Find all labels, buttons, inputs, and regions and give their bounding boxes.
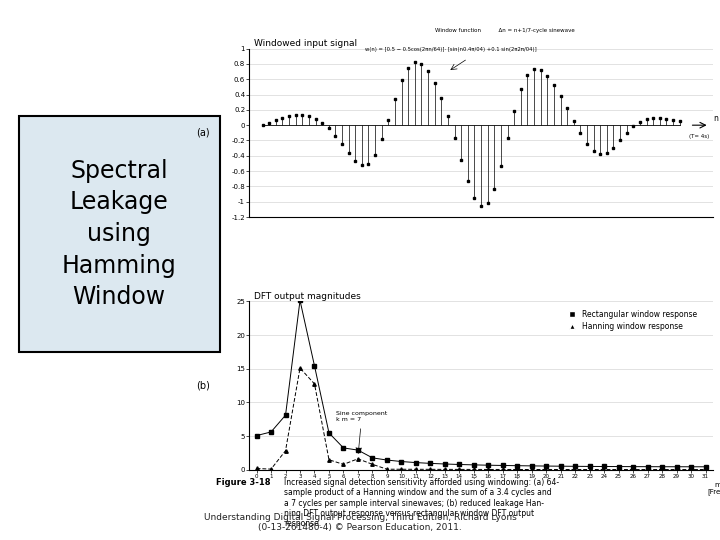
Rectangular window response	[354, 447, 362, 454]
Rectangular window response	[426, 460, 435, 467]
Hanning window response	[412, 466, 420, 472]
FancyBboxPatch shape	[19, 116, 220, 352]
Hanning window response	[542, 466, 551, 472]
Hanning window response	[585, 467, 594, 473]
Rectangular window response	[266, 429, 275, 435]
Rectangular window response	[658, 463, 667, 470]
Hanning window response	[643, 467, 652, 473]
Hanning window response	[513, 466, 521, 472]
Text: Sine component
k m = 7: Sine component k m = 7	[336, 411, 387, 422]
Rectangular window response	[585, 463, 594, 470]
Hanning window response	[600, 467, 608, 473]
Text: (b): (b)	[196, 381, 210, 390]
Rectangular window response	[513, 462, 521, 469]
Hanning window response	[557, 466, 565, 472]
Text: Windowed input signal: Windowed input signal	[254, 39, 357, 48]
Hanning window response	[266, 466, 275, 472]
Rectangular window response	[325, 430, 333, 436]
Text: DFT output magnitudes: DFT output magnitudes	[254, 292, 361, 301]
Text: (a): (a)	[196, 128, 210, 138]
Rectangular window response	[498, 462, 507, 469]
Rectangular window response	[643, 463, 652, 470]
Legend: Rectangular window response, Hanning window response: Rectangular window response, Hanning win…	[561, 307, 700, 334]
Hanning window response	[455, 466, 464, 472]
Hanning window response	[672, 467, 681, 473]
Hanning window response	[354, 456, 362, 462]
Hanning window response	[296, 365, 305, 372]
Rectangular window response	[542, 463, 551, 469]
Rectangular window response	[571, 463, 580, 470]
Hanning window response	[325, 456, 333, 463]
Text: n: n	[713, 114, 718, 123]
Line: Hanning window response: Hanning window response	[255, 366, 707, 471]
Hanning window response	[629, 467, 637, 473]
Rectangular window response	[557, 463, 565, 469]
Hanning window response	[614, 467, 623, 473]
Hanning window response	[484, 466, 492, 472]
Hanning window response	[310, 381, 319, 387]
Rectangular window response	[528, 463, 536, 469]
Hanning window response	[382, 466, 391, 472]
Hanning window response	[282, 448, 290, 454]
Rectangular window response	[441, 461, 449, 467]
Rectangular window response	[469, 462, 478, 468]
Hanning window response	[339, 461, 348, 468]
Rectangular window response	[382, 457, 391, 463]
Rectangular window response	[672, 463, 681, 470]
Rectangular window response	[412, 460, 420, 466]
Rectangular window response	[296, 297, 305, 303]
Rectangular window response	[484, 462, 492, 468]
Rectangular window response	[339, 444, 348, 451]
Text: w(n) = [0.5 − 0.5cos(2πn/64)]· [sin(n0.4π/04) +0.1 sin(2π2π/04)]: w(n) = [0.5 − 0.5cos(2πn/64)]· [sin(n0.4…	[365, 47, 537, 52]
Hanning window response	[658, 467, 667, 473]
Rectangular window response	[701, 463, 710, 470]
Text: (T= 4s): (T= 4s)	[689, 134, 709, 139]
Rectangular window response	[455, 461, 464, 468]
Hanning window response	[498, 466, 507, 472]
Rectangular window response	[614, 463, 623, 470]
Hanning window response	[426, 466, 435, 472]
Hanning window response	[571, 466, 580, 472]
Hanning window response	[397, 466, 405, 472]
Hanning window response	[368, 461, 377, 468]
Rectangular window response	[687, 463, 696, 470]
Hanning window response	[469, 466, 478, 472]
Hanning window response	[701, 467, 710, 473]
Hanning window response	[687, 467, 696, 473]
Hanning window response	[252, 465, 261, 472]
Text: Increased signal detection sensitivity afforded using windowing: (a) 64-
sample : Increased signal detection sensitivity a…	[284, 478, 559, 529]
Text: Spectral
Leakage
using
Hamming
Window: Spectral Leakage using Hamming Window	[62, 159, 176, 309]
Rectangular window response	[368, 455, 377, 461]
Text: m
[Freq]: m [Freq]	[707, 482, 720, 495]
Rectangular window response	[600, 463, 608, 470]
Rectangular window response	[310, 363, 319, 369]
Hanning window response	[441, 466, 449, 472]
Rectangular window response	[397, 458, 405, 465]
Rectangular window response	[629, 463, 637, 470]
Rectangular window response	[252, 433, 261, 439]
Line: Rectangular window response: Rectangular window response	[255, 299, 707, 469]
Hanning window response	[528, 466, 536, 472]
Text: Window function          Δn = n+1/7-cycle sinewave: Window function Δn = n+1/7-cycle sinewav…	[435, 29, 575, 33]
Text: Figure 3-18: Figure 3-18	[216, 478, 271, 487]
Rectangular window response	[282, 412, 290, 418]
Text: Understanding Digital Signal Processing, Third Edition, Richard Lyons
(0-13-2614: Understanding Digital Signal Processing,…	[204, 512, 516, 532]
